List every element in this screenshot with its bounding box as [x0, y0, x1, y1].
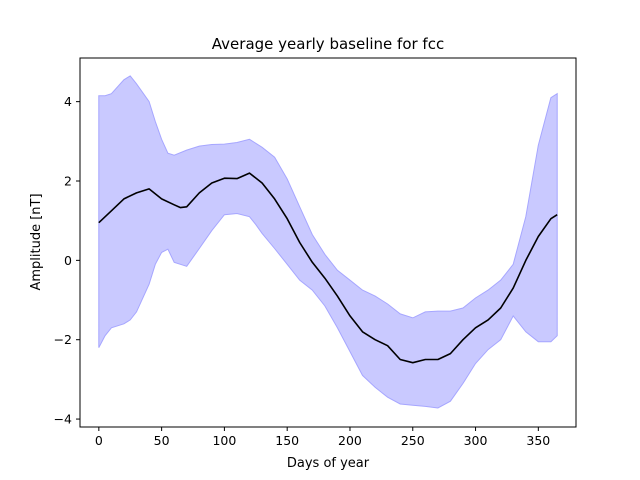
- x-tick-label: 150: [275, 433, 299, 448]
- axes-frame: [79, 57, 577, 428]
- y-tick-label: 0: [64, 253, 72, 268]
- x-tick-label: 0: [95, 433, 103, 448]
- axes: 0 50 100 150 200 250 300 350 −4 −2 0 2 4: [54, 57, 577, 448]
- mean-line: [98, 172, 558, 364]
- y-tick-label: 2: [64, 174, 72, 189]
- x-tick-label: 100: [212, 433, 236, 448]
- y-tick-label: −4: [54, 412, 72, 427]
- y-tick-label: −2: [54, 332, 72, 347]
- chart-title: Average yearly baseline for fcc: [212, 35, 444, 53]
- x-tick-label: 50: [154, 433, 170, 448]
- y-axis-label: Amplitude [nT]: [29, 193, 44, 290]
- x-axis-label: Days of year: [287, 456, 370, 471]
- x-tick-label: 250: [401, 433, 425, 448]
- confidence-band: [98, 75, 558, 409]
- x-tick-label: 300: [464, 433, 488, 448]
- x-tick-label: 200: [338, 433, 362, 448]
- y-tick-label: 4: [64, 94, 72, 109]
- plot-area: [98, 75, 558, 409]
- x-tick-label: 350: [526, 433, 550, 448]
